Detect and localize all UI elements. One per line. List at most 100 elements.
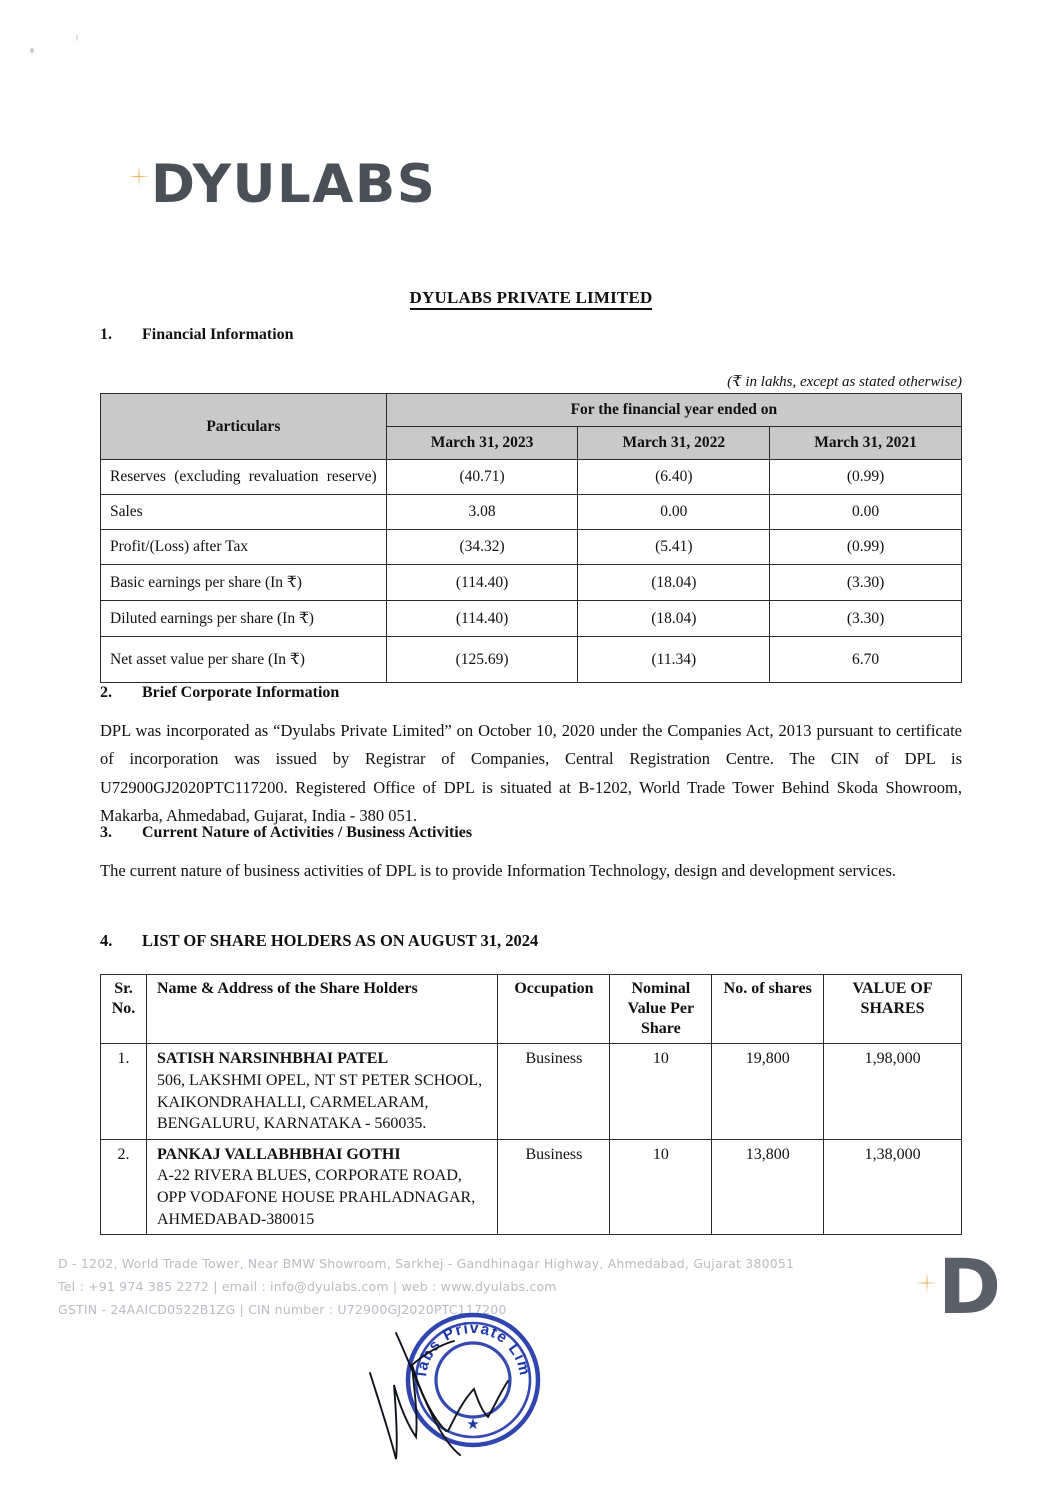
table-row: Reserves (excluding revaluation reserve)… bbox=[100, 459, 962, 495]
row-label: Reserves (excluding revaluation reserve) bbox=[100, 459, 387, 495]
cell-value-of-shares: 1,38,000 bbox=[823, 1138, 962, 1236]
header-sr-no-text: Sr. No. bbox=[111, 980, 136, 1018]
section-number: 1. bbox=[100, 326, 112, 343]
header-particulars: Particulars bbox=[100, 393, 387, 460]
cell-occupation: Business bbox=[497, 1043, 611, 1140]
row-value-2022: (11.34) bbox=[577, 636, 771, 683]
header-year-2022: March 31, 2022 bbox=[577, 426, 771, 460]
sparkle-icon bbox=[128, 166, 150, 188]
letter-d-icon: D bbox=[938, 1242, 1002, 1331]
footer-logo-mark: D bbox=[912, 1242, 1022, 1332]
section-heading-activities: 3. Current Nature of Activities / Busine… bbox=[100, 824, 472, 842]
corporate-info-paragraph: DPL was incorporated as “Dyulabs Private… bbox=[100, 721, 962, 826]
header-year-2023: March 31, 2023 bbox=[385, 426, 579, 460]
page-title: DYULABS PRIVATE LIMITED bbox=[100, 288, 962, 310]
cell-name-address: SATISH NARSINHBHAI PATEL 506, LAKSHMI OP… bbox=[145, 1043, 499, 1140]
row-value-2021: (3.30) bbox=[769, 564, 962, 601]
header-value-of-shares: VALUE OF SHARES bbox=[823, 973, 962, 1045]
row-value-2022: 0.00 bbox=[577, 494, 771, 530]
header-financial-year-group: For the financial year ended on bbox=[385, 393, 963, 427]
table-row: 1. SATISH NARSINHBHAI PATEL 506, LAKSHMI… bbox=[100, 1043, 962, 1140]
section-number: 4. bbox=[100, 931, 113, 950]
header-no-of-shares: No. of shares bbox=[711, 973, 825, 1045]
row-label: Net asset value per share (In ₹) bbox=[100, 636, 387, 683]
row-value-2022: (6.40) bbox=[577, 459, 771, 495]
row-value-2023: (114.40) bbox=[385, 564, 579, 601]
shareholder-address: A-22 RIVERA BLUES, CORPORATE ROAD, OPP V… bbox=[156, 1167, 476, 1228]
row-value-2021: (0.99) bbox=[769, 529, 962, 565]
section-number: 2. bbox=[100, 684, 112, 701]
row-label: Profit/(Loss) after Tax bbox=[100, 529, 387, 565]
row-value-2021: 6.70 bbox=[769, 636, 962, 683]
table-row: Basic earnings per share (In ₹) (114.40)… bbox=[100, 564, 962, 601]
company-seal: Dyulabs Private Limited ★ bbox=[404, 1311, 542, 1449]
row-value-2023: (114.40) bbox=[385, 600, 579, 637]
scan-artifact-speck bbox=[76, 34, 78, 41]
scan-artifact-speck bbox=[30, 48, 34, 53]
row-value-2022: (18.04) bbox=[577, 600, 771, 637]
shareholders-table: Sr. No. Name & Address of the Share Hold… bbox=[100, 973, 962, 1236]
table-row: Sales 3.08 0.00 0.00 bbox=[100, 494, 962, 530]
header-name-address: Name & Address of the Share Holders bbox=[145, 973, 499, 1045]
section-heading-financial: 1. Financial Information bbox=[100, 326, 294, 344]
cell-nominal-value: 10 bbox=[609, 1138, 713, 1236]
units-note: (₹ in lakhs, except as stated otherwise) bbox=[727, 374, 962, 390]
activities-paragraph: The current nature of business activitie… bbox=[100, 861, 896, 880]
cell-sr-no: 2. bbox=[100, 1138, 147, 1236]
cell-occupation: Business bbox=[497, 1138, 611, 1236]
header-sr-no: Sr. No. bbox=[100, 973, 147, 1045]
shareholder-name: SATISH NARSINHBHAI PATEL bbox=[156, 1050, 389, 1068]
financial-information-table: Particulars For the financial year ended… bbox=[100, 393, 963, 683]
row-value-2021: (0.99) bbox=[769, 459, 962, 495]
shareholder-address: 506, LAKSHMI OPEL, NT ST PETER SCHOOL, K… bbox=[156, 1072, 483, 1133]
table-row: Net asset value per share (In ₹) (125.69… bbox=[100, 636, 962, 683]
table-header-row: March 31, 2023 March 31, 2022 March 31, … bbox=[101, 426, 962, 460]
cell-sr-no: 1. bbox=[100, 1043, 147, 1140]
cell-no-of-shares: 19,800 bbox=[711, 1043, 825, 1140]
row-value-2021: (3.30) bbox=[769, 600, 962, 637]
logo-wordmark: DYULABS bbox=[151, 154, 437, 215]
section-heading-shareholders: 4. LIST OF SHARE HOLDERS AS ON AUGUST 31… bbox=[100, 931, 538, 951]
header-occupation: Occupation bbox=[497, 973, 611, 1045]
row-value-2023: (34.32) bbox=[385, 529, 579, 565]
section-title: LIST OF SHARE HOLDERS AS ON AUGUST 31, 2… bbox=[142, 931, 539, 950]
row-value-2023: (125.69) bbox=[385, 636, 579, 683]
seal-and-signature: Dyulabs Private Limited ★ bbox=[348, 1305, 648, 1490]
row-value-2023: 3.08 bbox=[385, 494, 579, 530]
section-title: Financial Information bbox=[142, 326, 294, 343]
header-nominal-value: Nominal Value Per Share bbox=[609, 973, 713, 1045]
row-label: Sales bbox=[100, 494, 387, 530]
section-number: 3. bbox=[100, 824, 112, 841]
table-header-row: Particulars For the financial year ended… bbox=[100, 393, 963, 460]
footer-contact-line: Tel : +91 974 385 2272 | email : info@dy… bbox=[58, 1279, 557, 1295]
row-label: Diluted earnings per share (In ₹) bbox=[100, 600, 387, 637]
authorised-signature bbox=[356, 1315, 546, 1475]
table-row: 2. PANKAJ VALLABHBHAI GOTHI A-22 RIVERA … bbox=[100, 1138, 962, 1236]
svg-text:★: ★ bbox=[466, 1417, 479, 1433]
row-value-2021: 0.00 bbox=[769, 494, 962, 530]
footer-registration-line: GSTIN - 24AAICD0522B1ZG | CIN number : U… bbox=[58, 1302, 507, 1318]
section-title: Brief Corporate Information bbox=[142, 684, 340, 701]
shareholders-table-container: Sr. No. Name & Address of the Share Hold… bbox=[100, 973, 962, 1236]
cell-nominal-value: 10 bbox=[609, 1043, 713, 1140]
shareholder-name: PANKAJ VALLABHBHAI GOTHI bbox=[156, 1145, 401, 1163]
section-title: Current Nature of Activities / Business … bbox=[142, 824, 473, 841]
table-row: Diluted earnings per share (In ₹) (114.4… bbox=[100, 600, 962, 637]
cell-name-address: PANKAJ VALLABHBHAI GOTHI A-22 RIVERA BLU… bbox=[145, 1138, 499, 1236]
table-header-row: Sr. No. Name & Address of the Share Hold… bbox=[100, 973, 962, 1045]
cell-no-of-shares: 13,800 bbox=[711, 1138, 825, 1236]
page-footer: D - 1202, World Trade Tower, Near BMW Sh… bbox=[58, 1252, 958, 1321]
footer-address-line: D - 1202, World Trade Tower, Near BMW Sh… bbox=[58, 1256, 795, 1271]
financial-table-container: Particulars For the financial year ended… bbox=[100, 393, 963, 683]
table-row: Profit/(Loss) after Tax (34.32) (5.41) (… bbox=[100, 529, 962, 565]
header-year-2021: March 31, 2021 bbox=[769, 426, 962, 460]
page-title-text: DYULABS PRIVATE LIMITED bbox=[409, 288, 653, 310]
row-value-2022: (18.04) bbox=[577, 564, 771, 601]
row-value-2023: (40.71) bbox=[385, 459, 579, 495]
cell-value-of-shares: 1,98,000 bbox=[823, 1043, 962, 1140]
sparkle-icon bbox=[914, 1270, 940, 1296]
section-heading-corporate: 2. Brief Corporate Information bbox=[100, 684, 339, 702]
row-label: Basic earnings per share (In ₹) bbox=[100, 564, 387, 601]
row-value-2022: (5.41) bbox=[577, 529, 771, 565]
company-logo: DYULABS bbox=[128, 158, 436, 211]
